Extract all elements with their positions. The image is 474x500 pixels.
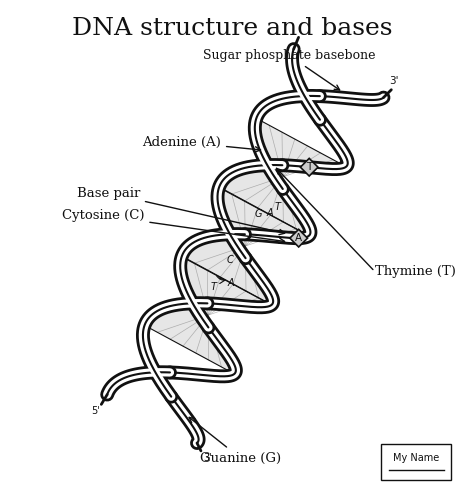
Text: Guanine (G): Guanine (G) xyxy=(189,418,281,465)
Text: T: T xyxy=(210,282,216,292)
Text: Thymine (T): Thymine (T) xyxy=(375,265,456,278)
Text: T: T xyxy=(275,202,281,212)
Text: G: G xyxy=(255,210,262,220)
Text: DNA structure and bases: DNA structure and bases xyxy=(73,18,393,40)
Text: T: T xyxy=(306,162,312,172)
Text: 3': 3' xyxy=(203,453,211,463)
Text: 5': 5' xyxy=(91,406,100,416)
Polygon shape xyxy=(182,188,309,305)
Text: A: A xyxy=(295,233,302,243)
Polygon shape xyxy=(219,118,346,236)
Text: A: A xyxy=(228,278,234,288)
Polygon shape xyxy=(301,158,318,176)
Text: C: C xyxy=(227,254,234,264)
Text: Base pair: Base pair xyxy=(76,186,285,234)
Text: My Name: My Name xyxy=(393,453,439,463)
Text: Adenine (A): Adenine (A) xyxy=(142,136,261,152)
Text: A: A xyxy=(267,208,273,218)
Text: Sugar phosphate basebone: Sugar phosphate basebone xyxy=(203,49,376,90)
Polygon shape xyxy=(145,256,272,374)
Text: 3': 3' xyxy=(389,76,399,86)
FancyBboxPatch shape xyxy=(381,444,451,480)
Text: Cytosine (C): Cytosine (C) xyxy=(62,209,284,244)
Polygon shape xyxy=(290,230,308,247)
